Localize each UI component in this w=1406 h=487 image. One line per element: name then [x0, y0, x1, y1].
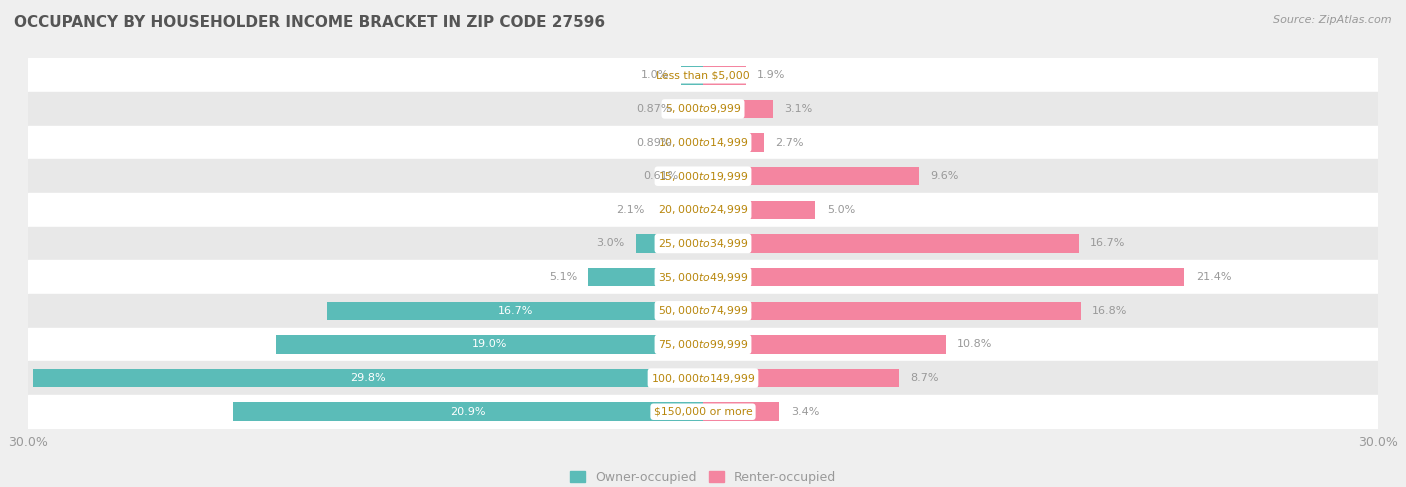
Bar — [703, 133, 763, 152]
Text: 3.1%: 3.1% — [785, 104, 813, 114]
Text: $75,000 to $99,999: $75,000 to $99,999 — [658, 338, 748, 351]
Text: 0.61%: 0.61% — [643, 171, 678, 181]
Text: Less than $5,000: Less than $5,000 — [657, 70, 749, 80]
Bar — [703, 100, 773, 118]
Bar — [276, 335, 703, 354]
Text: 9.6%: 9.6% — [931, 171, 959, 181]
Text: Source: ZipAtlas.com: Source: ZipAtlas.com — [1274, 15, 1392, 25]
Bar — [28, 193, 1378, 226]
Text: 16.7%: 16.7% — [1090, 239, 1125, 248]
Bar — [703, 234, 1078, 253]
Bar — [636, 234, 703, 253]
Bar — [233, 402, 703, 421]
Bar — [28, 328, 1378, 361]
Bar — [28, 92, 1378, 126]
Text: $5,000 to $9,999: $5,000 to $9,999 — [665, 102, 741, 115]
Text: 16.7%: 16.7% — [498, 306, 533, 316]
Bar — [681, 66, 703, 85]
Bar — [28, 261, 1378, 294]
Bar — [32, 369, 703, 387]
Text: 1.9%: 1.9% — [756, 70, 786, 80]
Bar — [703, 335, 946, 354]
Bar — [703, 268, 1184, 286]
Text: 20.9%: 20.9% — [450, 407, 485, 417]
Text: OCCUPANCY BY HOUSEHOLDER INCOME BRACKET IN ZIP CODE 27596: OCCUPANCY BY HOUSEHOLDER INCOME BRACKET … — [14, 15, 605, 30]
Text: 3.4%: 3.4% — [790, 407, 820, 417]
Text: $150,000 or more: $150,000 or more — [654, 407, 752, 417]
Text: 1.0%: 1.0% — [641, 70, 669, 80]
Text: 21.4%: 21.4% — [1195, 272, 1232, 282]
Bar — [28, 226, 1378, 261]
Text: $20,000 to $24,999: $20,000 to $24,999 — [658, 204, 748, 216]
Bar — [683, 133, 703, 152]
Text: $35,000 to $49,999: $35,000 to $49,999 — [658, 271, 748, 283]
Text: 2.1%: 2.1% — [616, 205, 644, 215]
Text: $100,000 to $149,999: $100,000 to $149,999 — [651, 372, 755, 385]
Bar — [28, 159, 1378, 193]
Bar — [28, 126, 1378, 159]
Bar — [703, 201, 815, 219]
Bar — [703, 167, 920, 186]
Legend: Owner-occupied, Renter-occupied: Owner-occupied, Renter-occupied — [565, 466, 841, 487]
Text: 2.7%: 2.7% — [775, 137, 803, 148]
Text: $50,000 to $74,999: $50,000 to $74,999 — [658, 304, 748, 318]
Bar — [703, 301, 1081, 320]
Bar — [28, 361, 1378, 395]
Bar — [703, 66, 745, 85]
Bar — [28, 58, 1378, 92]
Text: 8.7%: 8.7% — [910, 373, 938, 383]
Text: $15,000 to $19,999: $15,000 to $19,999 — [658, 169, 748, 183]
Bar — [703, 402, 779, 421]
Text: $10,000 to $14,999: $10,000 to $14,999 — [658, 136, 748, 149]
Bar — [28, 294, 1378, 328]
Bar — [328, 301, 703, 320]
Text: 10.8%: 10.8% — [957, 339, 993, 350]
Text: 3.0%: 3.0% — [596, 239, 624, 248]
Text: 0.89%: 0.89% — [637, 137, 672, 148]
Text: 16.8%: 16.8% — [1092, 306, 1128, 316]
Bar — [588, 268, 703, 286]
Text: 29.8%: 29.8% — [350, 373, 385, 383]
Bar — [28, 395, 1378, 429]
Bar — [655, 201, 703, 219]
Text: 5.0%: 5.0% — [827, 205, 855, 215]
Text: 19.0%: 19.0% — [471, 339, 508, 350]
Bar — [689, 167, 703, 186]
Bar — [683, 100, 703, 118]
Text: $25,000 to $34,999: $25,000 to $34,999 — [658, 237, 748, 250]
Bar — [703, 369, 898, 387]
Text: 5.1%: 5.1% — [548, 272, 576, 282]
Text: 0.87%: 0.87% — [637, 104, 672, 114]
